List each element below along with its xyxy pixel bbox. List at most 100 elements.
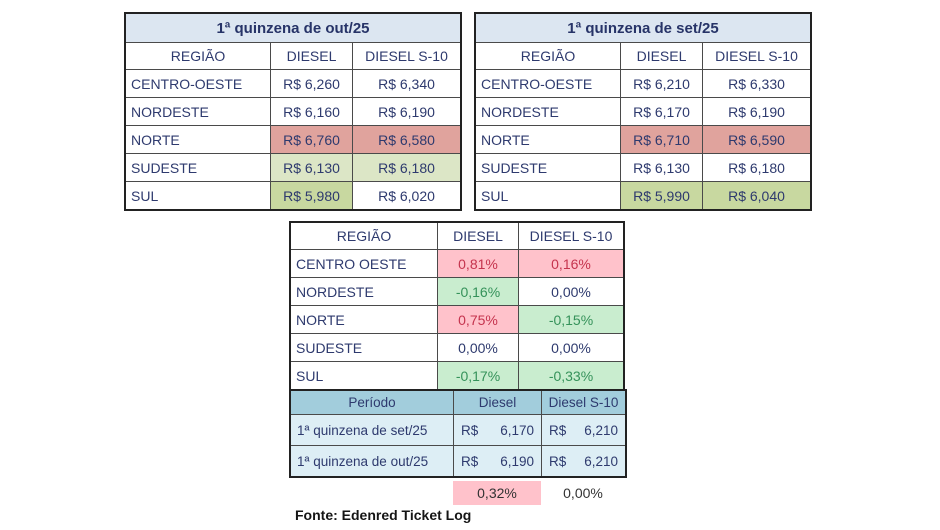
table-row: NORTE R$ 6,760 R$ 6,580 bbox=[125, 125, 461, 154]
table-row: CENTRO-OESTE R$ 6,260 R$ 6,340 bbox=[125, 69, 461, 98]
price-cell: R$ 6,260 bbox=[270, 69, 353, 98]
region-cell: NORDESTE bbox=[125, 97, 271, 126]
spacer bbox=[290, 481, 453, 505]
table-row: 1ª quinzena de set/25 bbox=[475, 13, 811, 43]
table-row: NORDESTE -0,16% 0,00% bbox=[290, 277, 624, 306]
column-header-diesel: Diesel bbox=[453, 390, 542, 415]
currency-symbol: R$ bbox=[461, 453, 479, 469]
price-cell: R$ 6,190 bbox=[352, 97, 461, 126]
price-cell: R$ 6,180 bbox=[702, 153, 811, 182]
region-cell: SUDESTE bbox=[290, 333, 438, 362]
price-cell: R$ 6,580 bbox=[352, 125, 461, 154]
column-header-diesel-s10: DIESEL S-10 bbox=[352, 42, 461, 70]
variation-cell: 0,00% bbox=[518, 333, 624, 362]
column-header-region: REGIÃO bbox=[125, 42, 271, 70]
column-header-diesel: DIESEL bbox=[437, 222, 519, 250]
price-cell: R$ 6,760 bbox=[270, 125, 353, 154]
column-header-diesel: DIESEL bbox=[270, 42, 353, 70]
table-row: SUDESTE R$ 6,130 R$ 6,180 bbox=[475, 153, 811, 182]
variation-cell: 0,32% bbox=[453, 481, 541, 505]
price-cell: R$ 6,130 bbox=[270, 153, 353, 182]
currency-symbol: R$ bbox=[549, 453, 567, 469]
column-header-diesel-s10: Diesel S-10 bbox=[541, 390, 626, 415]
price-cell: R$ 6,710 bbox=[620, 125, 703, 154]
source-note: Fonte: Edenred Ticket Log bbox=[295, 507, 472, 523]
table-row: NORTE 0,75% -0,15% bbox=[290, 305, 624, 334]
price-cell: R$ 6,170 bbox=[453, 414, 542, 446]
table-set25: 1ª quinzena de set/25 REGIÃO DIESEL DIES… bbox=[474, 12, 812, 211]
price-cell: R$ 6,130 bbox=[620, 153, 703, 182]
price-value: 6,210 bbox=[584, 422, 618, 438]
table-title: 1ª quinzena de set/25 bbox=[475, 13, 811, 43]
table-summary: Período Diesel Diesel S-10 1ª quinzena d… bbox=[289, 389, 627, 478]
price-cell: R$ 6,330 bbox=[702, 69, 811, 98]
table-row: SUDESTE R$ 6,130 R$ 6,180 bbox=[125, 153, 461, 182]
table-row: NORDESTE R$ 6,160 R$ 6,190 bbox=[125, 97, 461, 126]
summary-variation-row: 0,32% 0,00% bbox=[290, 481, 625, 505]
table-out25: 1ª quinzena de out/25 REGIÃO DIESEL DIES… bbox=[124, 12, 462, 211]
table-row: REGIÃO DIESEL DIESEL S-10 bbox=[475, 42, 811, 70]
column-header-diesel: DIESEL bbox=[620, 42, 703, 70]
column-header-region: REGIÃO bbox=[290, 222, 438, 250]
price-cell: R$ 6,210 bbox=[541, 414, 626, 446]
variation-cell: 0,75% bbox=[437, 305, 519, 334]
table-row: 1ª quinzena de out/25 bbox=[125, 13, 461, 43]
price-value: 6,190 bbox=[500, 453, 534, 469]
region-cell: SUL bbox=[475, 181, 621, 210]
variation-cell: 0,00% bbox=[437, 333, 519, 362]
region-cell: CENTRO OESTE bbox=[290, 249, 438, 278]
price-cell: R$ 5,990 bbox=[620, 181, 703, 210]
period-cell: 1ª quinzena de out/25 bbox=[290, 445, 454, 477]
variation-cell: -0,15% bbox=[518, 305, 624, 334]
column-header-region: REGIÃO bbox=[475, 42, 621, 70]
period-cell: 1ª quinzena de set/25 bbox=[290, 414, 454, 446]
region-cell: NORDESTE bbox=[475, 97, 621, 126]
table-row: SUL R$ 5,980 R$ 6,020 bbox=[125, 181, 461, 210]
price-cell: R$ 6,040 bbox=[702, 181, 811, 210]
price-cell: R$ 6,340 bbox=[352, 69, 461, 98]
table-variation: REGIÃO DIESEL DIESEL S-10 CENTRO OESTE 0… bbox=[289, 221, 625, 391]
price-cell: R$ 6,210 bbox=[620, 69, 703, 98]
table-row: SUDESTE 0,00% 0,00% bbox=[290, 333, 624, 362]
region-cell: NORTE bbox=[290, 305, 438, 334]
price-cell: R$ 6,210 bbox=[541, 445, 626, 477]
region-cell: CENTRO-OESTE bbox=[125, 69, 271, 98]
table-row: 1ª quinzena de out/25 R$ 6,190 R$ 6,210 bbox=[290, 445, 626, 477]
region-cell: NORTE bbox=[475, 125, 621, 154]
table-row: CENTRO-OESTE R$ 6,210 R$ 6,330 bbox=[475, 69, 811, 98]
price-cell: R$ 6,590 bbox=[702, 125, 811, 154]
column-header-diesel-s10: DIESEL S-10 bbox=[702, 42, 811, 70]
table-row: SUL -0,17% -0,33% bbox=[290, 361, 624, 390]
variation-cell: -0,17% bbox=[437, 361, 519, 390]
column-header-diesel-s10: DIESEL S-10 bbox=[518, 222, 624, 250]
price-value: 6,170 bbox=[500, 422, 534, 438]
table-row: CENTRO OESTE 0,81% 0,16% bbox=[290, 249, 624, 278]
price-value: 6,210 bbox=[584, 453, 618, 469]
variation-cell: 0,00% bbox=[518, 277, 624, 306]
currency-symbol: R$ bbox=[461, 422, 479, 438]
table-row: 1ª quinzena de set/25 R$ 6,170 R$ 6,210 bbox=[290, 414, 626, 446]
table-row: SUL R$ 5,990 R$ 6,040 bbox=[475, 181, 811, 210]
price-cell: R$ 6,170 bbox=[620, 97, 703, 126]
price-cell: R$ 6,180 bbox=[352, 153, 461, 182]
currency-symbol: R$ bbox=[549, 422, 567, 438]
table-row: NORTE R$ 6,710 R$ 6,590 bbox=[475, 125, 811, 154]
price-cell: R$ 6,160 bbox=[270, 97, 353, 126]
region-cell: SUDESTE bbox=[475, 153, 621, 182]
price-cell: R$ 6,190 bbox=[453, 445, 542, 477]
variation-cell: -0,16% bbox=[437, 277, 519, 306]
region-cell: SUDESTE bbox=[125, 153, 271, 182]
table-row: Período Diesel Diesel S-10 bbox=[290, 390, 626, 415]
price-cell: R$ 5,980 bbox=[270, 181, 353, 210]
region-cell: CENTRO-OESTE bbox=[475, 69, 621, 98]
region-cell: SUL bbox=[125, 181, 271, 210]
region-cell: SUL bbox=[290, 361, 438, 390]
region-cell: NORTE bbox=[125, 125, 271, 154]
variation-cell: -0,33% bbox=[518, 361, 624, 390]
table-row: REGIÃO DIESEL DIESEL S-10 bbox=[290, 222, 624, 250]
price-cell: R$ 6,020 bbox=[352, 181, 461, 210]
variation-cell: 0,00% bbox=[563, 485, 603, 501]
table-row: NORDESTE R$ 6,170 R$ 6,190 bbox=[475, 97, 811, 126]
table-row: REGIÃO DIESEL DIESEL S-10 bbox=[125, 42, 461, 70]
price-cell: R$ 6,190 bbox=[702, 97, 811, 126]
